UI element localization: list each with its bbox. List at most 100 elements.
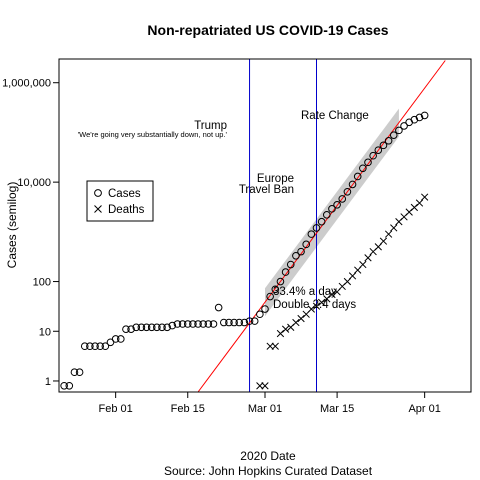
cases-point: [343, 187, 352, 196]
cases-point: [281, 268, 290, 276]
legend-deaths-label: Deaths: [108, 204, 145, 216]
cases-point: [333, 200, 341, 209]
cases-point: [189, 320, 197, 328]
deaths-point: [364, 254, 372, 262]
cases-point: [65, 381, 74, 390]
deaths-point: [292, 318, 300, 327]
cases-point: [359, 164, 367, 173]
cases-point: [271, 285, 280, 294]
deaths-point: [379, 237, 388, 245]
deaths-point: [420, 193, 429, 201]
data-points-layer: [60, 111, 429, 390]
cases-point: [338, 195, 347, 203]
cases-point: [328, 205, 336, 213]
cases-point: [384, 136, 393, 145]
deaths-point: [266, 342, 274, 350]
cases-point: [96, 342, 104, 351]
cases-point: [225, 318, 233, 327]
cases-point: [111, 335, 120, 343]
legend-cases-label: Cases: [108, 188, 141, 200]
deaths-point: [261, 382, 269, 390]
event-quote-trump: 'We're going very substantially down, no…: [78, 130, 228, 139]
cases-point: [75, 368, 84, 377]
cases-point: [353, 172, 362, 181]
source-caption: Source: John Hopkins Curated Dataset: [164, 464, 373, 478]
deaths-point: [317, 298, 326, 307]
legend: Cases Deaths: [86, 180, 154, 222]
legend-box: [86, 180, 154, 222]
cases-point: [80, 342, 89, 351]
legend-cases-marker: [94, 189, 102, 197]
plot-frame: [58, 58, 472, 393]
cases-point: [312, 224, 321, 232]
cases-point: [153, 323, 161, 332]
cases-point: [323, 211, 331, 219]
y-tick-label: 1,000,000: [2, 78, 51, 90]
deaths-point: [276, 329, 285, 338]
cases-point: [395, 126, 403, 135]
cases-point: [364, 158, 372, 167]
cases-point: [220, 318, 228, 327]
fit-line-layer: [197, 60, 446, 393]
cases-point: [209, 320, 218, 328]
cases-point: [230, 318, 238, 327]
deaths-point: [297, 314, 305, 323]
x-axis-label: 2020 Date: [240, 449, 296, 463]
cases-point: [70, 368, 79, 377]
cases-point: [137, 323, 146, 332]
event-label-trump: Trump: [194, 120, 227, 132]
deaths-point: [415, 199, 424, 207]
cases-point: [60, 381, 68, 390]
y-tick-label: 100: [33, 277, 51, 289]
annotation-rate-change: Rate Change: [301, 110, 369, 122]
y-tick-label: 10: [39, 326, 51, 338]
cases-point: [302, 240, 311, 249]
cases-point: [122, 325, 130, 334]
cases-point: [91, 342, 99, 351]
deaths-point: [410, 203, 419, 212]
cases-point: [240, 318, 249, 327]
x-tick-label: Mar 15: [320, 403, 354, 415]
cases-point: [194, 320, 202, 328]
y-tick-label: 1: [45, 376, 51, 388]
cases-point: [379, 141, 388, 150]
cases-point: [117, 335, 125, 343]
deaths-point: [328, 290, 336, 299]
cases-point: [173, 320, 182, 328]
cases-point: [204, 320, 213, 328]
cases-point: [292, 251, 300, 260]
deaths-point: [390, 224, 398, 232]
x-tick-label: Apr 01: [408, 403, 440, 415]
annotation-growth-rate: 33.4% a day: [273, 286, 337, 298]
y-axis-label: Cases (semilog): [5, 182, 19, 269]
cases-point: [245, 317, 254, 325]
fit-line: [197, 60, 446, 393]
cases-point: [178, 320, 187, 328]
cases-point: [420, 111, 429, 120]
chart-title: Non-repatriated US COVID-19 Cases: [147, 22, 388, 38]
y-tick-label: 10,000: [17, 177, 51, 189]
x-tick-label: Feb 01: [99, 403, 133, 415]
cases-point: [307, 230, 316, 238]
cases-point: [235, 318, 244, 327]
cases-point: [106, 338, 115, 347]
cases-point: [132, 323, 141, 332]
cases-point: [183, 320, 192, 328]
deaths-point: [323, 295, 331, 303]
cases-point: [86, 342, 94, 351]
cases-point: [158, 323, 166, 332]
legend-deaths-marker: [94, 205, 102, 213]
cases-point: [199, 320, 207, 328]
deaths-point: [271, 342, 279, 350]
x-tick-label: Feb 15: [171, 403, 205, 415]
cases-point: [101, 342, 110, 351]
annotation-doubling-time: Double 2.4 days: [273, 299, 356, 311]
deaths-point: [312, 302, 321, 310]
cases-point: [369, 151, 377, 160]
deaths-point: [281, 325, 290, 333]
cases-point: [214, 303, 223, 312]
event-label-travel-ban: Travel Ban: [239, 184, 294, 196]
